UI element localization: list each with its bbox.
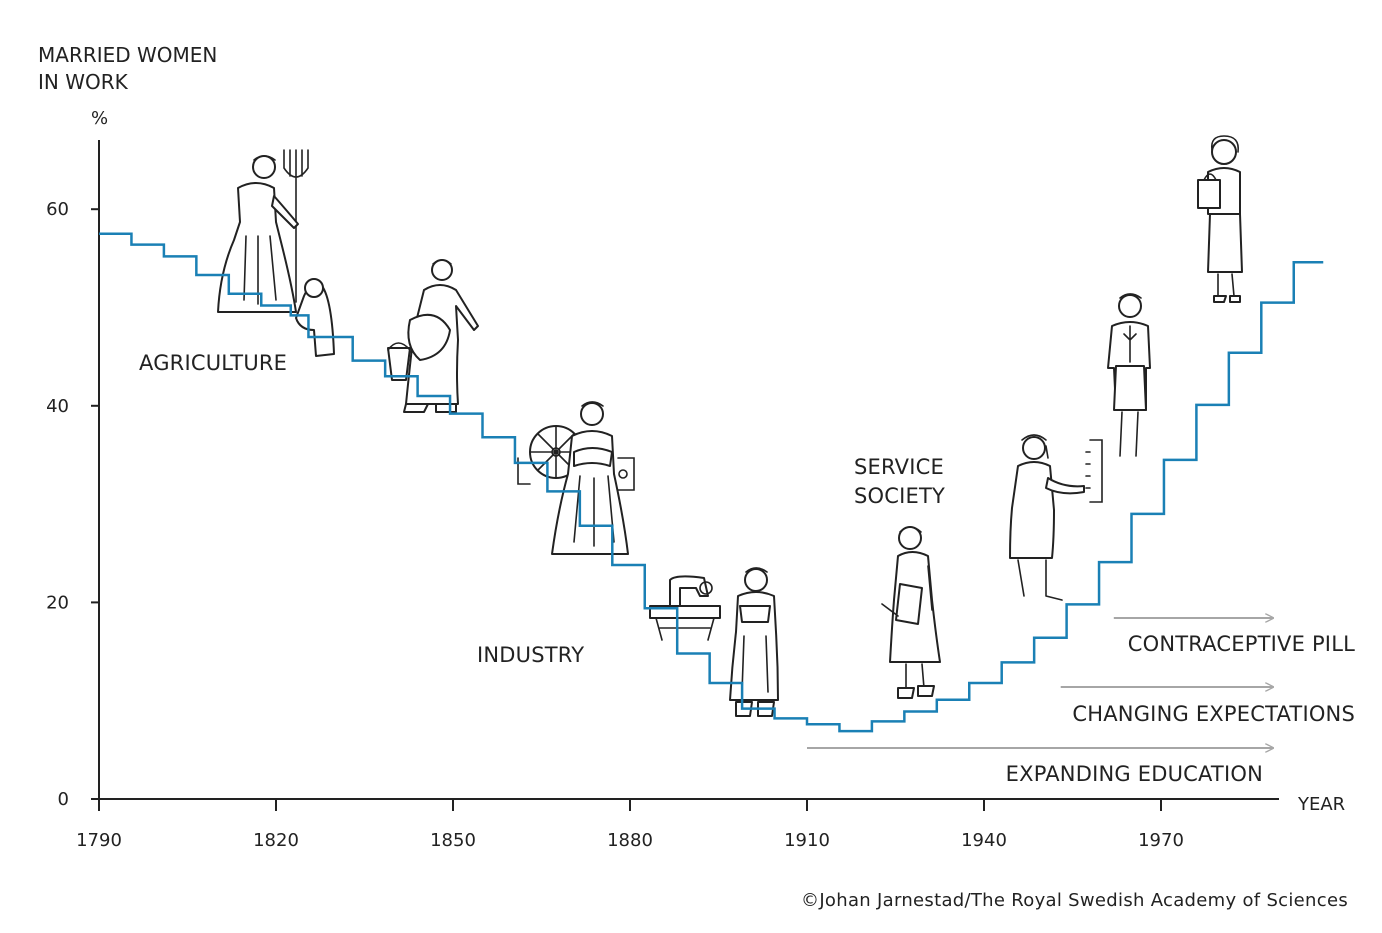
y-axis-title-line-1: MARRIED WOMEN: [38, 43, 217, 67]
x-tick-label: 1970: [1138, 830, 1184, 851]
x-tick-label: 1850: [430, 830, 476, 851]
step-line-series: [99, 232, 1324, 733]
x-tick-label: 1820: [253, 830, 299, 851]
woman-with-bucket-icon: [387, 259, 479, 413]
y-ticks: 0 20 40 60: [46, 199, 99, 810]
x-tick-label: 1940: [961, 830, 1007, 851]
x-ticks: 1790 1820 1850 1880 1910 1940 1970: [76, 799, 1184, 851]
driver-label-education: EXPANDING EDUCATION: [1006, 762, 1263, 786]
axes: [98, 140, 1279, 800]
x-axis-title: YEAR: [1297, 794, 1345, 815]
sector-label-agriculture: AGRICULTURE: [139, 351, 287, 375]
x-tick-label: 1880: [607, 830, 653, 851]
sector-label-service-line-2: SOCIETY: [854, 484, 945, 508]
credit-text: ©Johan Jarnestad/The Royal Swedish Acade…: [801, 890, 1348, 911]
illustrations: [217, 135, 1243, 717]
x-tick-label: 1790: [76, 830, 122, 851]
woman-with-sewing-machine-icon: [649, 567, 779, 717]
woman-with-spinning-wheel-icon: [517, 401, 635, 555]
y-tick-label: 0: [58, 789, 69, 810]
y-tick-label: 60: [46, 199, 69, 220]
telephone-operator-woman-icon: [1009, 434, 1103, 601]
woman-in-suit-icon: [1107, 293, 1151, 457]
y-tick-label: 20: [46, 592, 69, 613]
woman-with-handbag-icon: [1197, 135, 1243, 303]
driver-label-expectations: CHANGING EXPECTATIONS: [1072, 702, 1355, 726]
woman-with-pitchfork-and-child-icon: [217, 149, 335, 357]
sector-label-service-line-1: SERVICE: [854, 455, 944, 479]
x-tick-label: 1910: [784, 830, 830, 851]
y-axis-unit: %: [91, 108, 108, 129]
driver-label-pill: CONTRACEPTIVE PILL: [1128, 632, 1355, 656]
y-axis-title-line-2: IN WORK: [38, 70, 129, 94]
sector-label-industry: INDUSTRY: [477, 643, 584, 667]
drivers: [807, 618, 1273, 748]
woman-with-book-icon: [881, 526, 941, 699]
y-tick-label: 40: [46, 396, 69, 417]
